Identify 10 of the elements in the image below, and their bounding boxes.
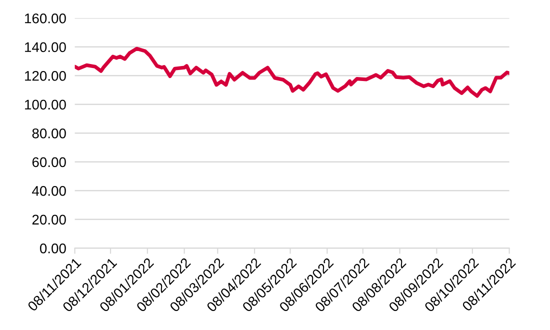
line-series xyxy=(74,46,510,98)
y-tick-label: 40.00 xyxy=(32,186,66,196)
y-tick-label: 160.00 xyxy=(25,13,66,24)
y-tick-label: 0.00 xyxy=(40,243,66,254)
y-tick-label: 140.00 xyxy=(25,42,66,52)
y-tick-label: 120.00 xyxy=(25,70,66,81)
y-tick-label: 100.00 xyxy=(25,100,66,110)
y-tick-label: 20.00 xyxy=(32,214,66,225)
y-tick-label: 60.00 xyxy=(32,157,66,168)
y-tick-label: 80.00 xyxy=(32,128,66,138)
